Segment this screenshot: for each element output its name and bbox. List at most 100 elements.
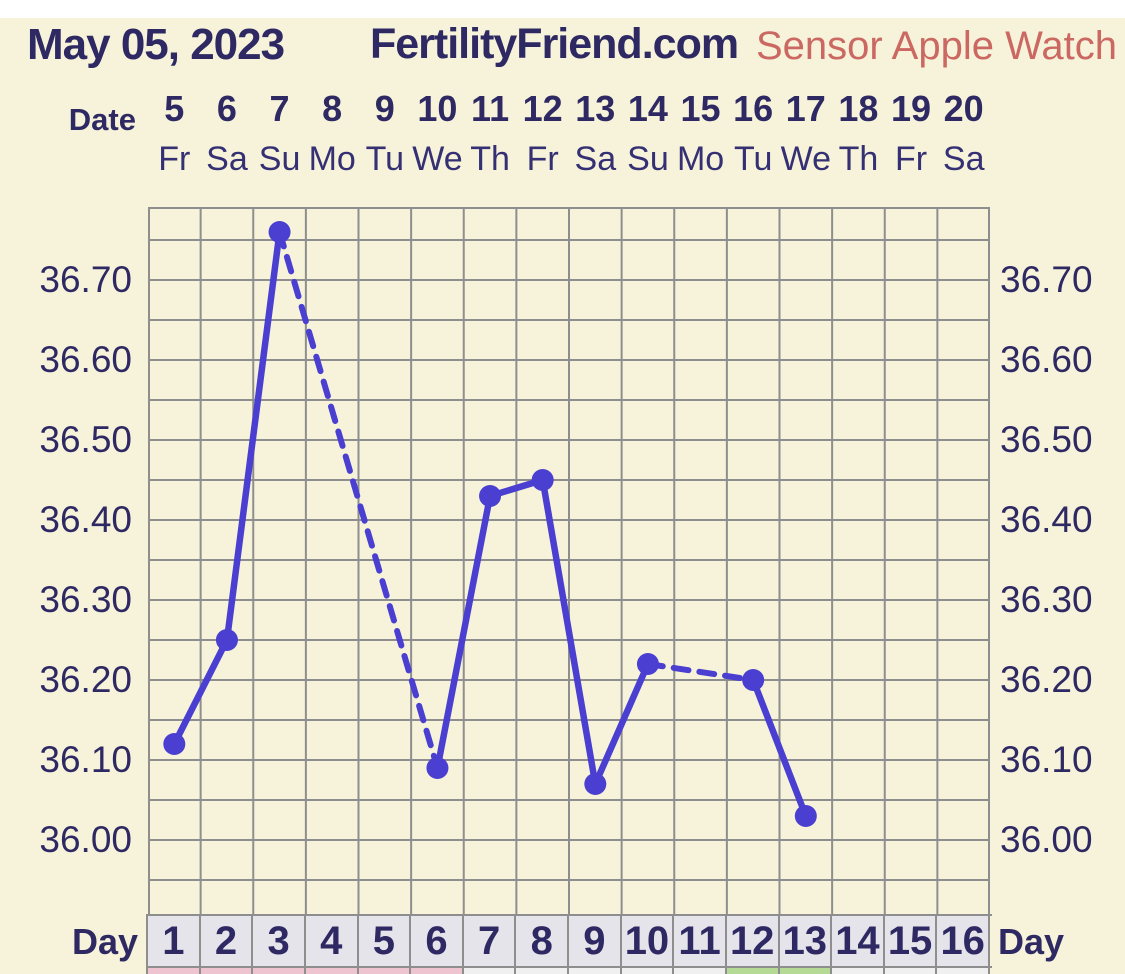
chart-date-title: May 05, 2023 <box>27 20 285 69</box>
day-cell[interactable]: 2 <box>198 916 252 966</box>
y-tick-label: 36.40 <box>1000 499 1093 540</box>
weekday-cell: Fr <box>526 140 559 178</box>
day-cell[interactable]: 13 <box>777 916 831 966</box>
date-cell: 16 <box>733 88 774 129</box>
phase-cell-none <box>830 968 883 974</box>
day-cell[interactable]: 4 <box>303 916 357 966</box>
date-cell: 19 <box>891 88 932 129</box>
day-cell[interactable]: 16 <box>935 916 990 966</box>
y-tick-label: 36.70 <box>39 259 132 300</box>
date-cell: 6 <box>216 88 237 129</box>
temp-line-solid <box>539 476 599 788</box>
day-cell[interactable]: 5 <box>356 916 410 966</box>
phase-cell-none <box>461 968 515 974</box>
day-row-label-left: Day <box>71 921 138 962</box>
weekday-cell: We <box>412 140 463 178</box>
weekday-cell: Sa <box>206 140 248 178</box>
y-tick-label: 36.40 <box>39 499 132 540</box>
day-cell[interactable]: 15 <box>882 916 936 966</box>
weekday-cell: Su <box>627 140 669 178</box>
weekday-cell: Th <box>470 140 510 178</box>
phase-cell-none <box>935 968 990 974</box>
temp-line-solid <box>592 660 652 788</box>
day-cell[interactable]: 3 <box>251 916 304 966</box>
weekday-cell: Tu <box>733 140 773 178</box>
date-cell: 15 <box>680 88 721 129</box>
day-cell[interactable]: 8 <box>514 916 567 966</box>
temp-point-day-6[interactable] <box>426 757 449 779</box>
temp-point-day-9[interactable] <box>584 773 607 795</box>
phase-cell-pink <box>356 968 410 974</box>
temp-point-day-13[interactable] <box>794 805 817 827</box>
day-cell[interactable]: 1 <box>146 916 199 966</box>
y-tick-label: 36.70 <box>1000 259 1093 300</box>
temp-line-solid <box>223 228 283 644</box>
weekday-row: Fr Sa Su Mo Tu We Th Fr Sa Su Mo Tu We Th Fr Sa <box>148 140 990 178</box>
date-cell: 17 <box>785 88 826 129</box>
day-cell[interactable]: 12 <box>724 916 778 966</box>
weekday-cell: Mo <box>676 140 725 178</box>
phase-cell-none <box>619 968 673 974</box>
temperature-chart <box>148 207 990 914</box>
day-cell[interactable]: 6 <box>409 916 462 966</box>
cycle-day-row: 1 2 3 4 5 6 7 8 9 10 11 12 13 14 15 16 <box>146 914 992 968</box>
phase-cell-green <box>724 968 778 974</box>
weekday-cell: Fr <box>895 140 928 178</box>
day-cell[interactable]: 11 <box>672 916 725 966</box>
day-row-label-right: Day <box>998 921 1065 962</box>
phase-cell-green <box>777 968 831 974</box>
temp-point-day-2[interactable] <box>215 629 238 651</box>
date-cell: 10 <box>417 88 458 129</box>
date-row-label: Date <box>68 102 136 137</box>
date-cell: 12 <box>522 88 563 129</box>
date-cell: 18 <box>838 88 879 129</box>
date-cell: 7 <box>269 88 290 129</box>
y-tick-label: 36.30 <box>1000 579 1093 620</box>
date-cell: 8 <box>322 88 343 129</box>
y-tick-label: 36.00 <box>39 819 132 860</box>
phase-cell-none <box>882 968 936 974</box>
phase-cell-pink <box>251 968 304 974</box>
phase-cell-pink <box>146 968 199 974</box>
day-cell[interactable]: 14 <box>830 916 883 966</box>
date-cell: 20 <box>943 88 984 129</box>
date-cell: 14 <box>627 88 668 129</box>
y-tick-label: 36.50 <box>39 419 132 460</box>
weekday-cell: We <box>780 140 831 178</box>
y-tick-label: 36.00 <box>1000 819 1093 860</box>
day-cell[interactable]: 9 <box>567 916 620 966</box>
temp-line-dashed <box>644 661 757 683</box>
y-tick-label: 36.30 <box>39 579 132 620</box>
date-cell: 13 <box>575 88 616 129</box>
y-tick-label: 36.60 <box>1000 339 1093 380</box>
temp-point-day-10[interactable] <box>636 653 659 675</box>
y-tick-label: 36.10 <box>1000 739 1093 780</box>
phase-cell-none <box>567 968 620 974</box>
temp-point-day-3[interactable] <box>268 221 291 243</box>
weekday-cell: Sa <box>574 140 617 178</box>
y-tick-label: 36.60 <box>39 339 132 380</box>
date-cell: 9 <box>374 88 395 129</box>
phase-cell-pink <box>198 968 252 974</box>
temp-point-day-8[interactable] <box>531 469 554 491</box>
fertilityfriend-logo-text: FertilityFriend.com <box>370 20 739 68</box>
temp-point-day-12[interactable] <box>742 669 765 691</box>
temp-line-solid <box>171 636 231 748</box>
day-cell[interactable]: 7 <box>461 916 515 966</box>
y-tick-label: 36.50 <box>1000 419 1093 460</box>
phase-cell-pink <box>303 968 357 974</box>
weekday-cell: Tu <box>365 140 405 178</box>
phase-cell-none <box>514 968 567 974</box>
cycle-phase-strip <box>146 968 992 974</box>
temp-point-day-7[interactable] <box>479 485 502 507</box>
weekday-cell: Sa <box>942 140 985 178</box>
sensor-label: Sensor Apple Watch <box>756 24 1117 68</box>
temp-line-solid <box>434 492 494 772</box>
weekday-cell: Th <box>838 140 879 178</box>
y-tick-label: 36.10 <box>39 739 132 780</box>
day-cell[interactable]: 10 <box>619 916 673 966</box>
date-cell: 5 <box>164 88 185 129</box>
y-tick-label: 36.20 <box>39 659 132 700</box>
temp-point-day-1[interactable] <box>163 733 186 755</box>
